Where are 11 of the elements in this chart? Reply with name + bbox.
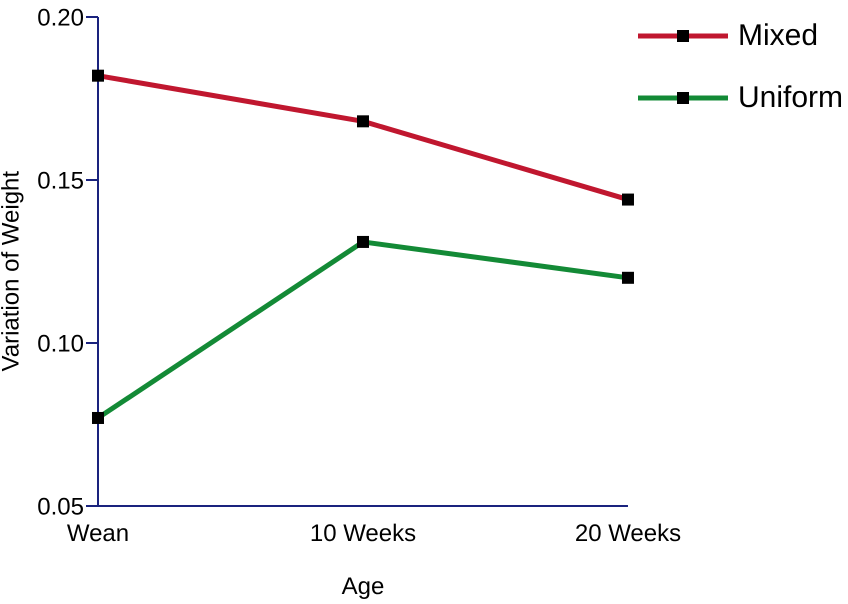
- x-tick-label: Wean: [66, 520, 130, 548]
- x-tick-label: 20 Weeks: [574, 520, 682, 548]
- legend-label: Uniform: [738, 81, 843, 115]
- y-tick-label: 0.15: [37, 168, 84, 195]
- x-tick-label: 10 Weeks: [310, 520, 416, 548]
- legend-label: Mixed: [738, 19, 818, 53]
- y-tick-label: 0.10: [37, 330, 84, 358]
- y-axis-title: Variation of Weight: [0, 170, 25, 372]
- y-tick-label: 0.20: [37, 4, 84, 32]
- x-axis-title: Age: [342, 573, 384, 600]
- y-tick-label: 0.05: [37, 494, 84, 521]
